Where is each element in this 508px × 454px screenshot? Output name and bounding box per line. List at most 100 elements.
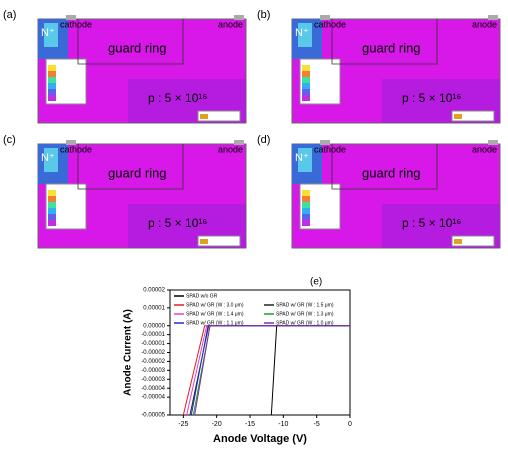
sim-cyan <box>44 148 58 172</box>
x-tick-label: -25 <box>178 421 188 428</box>
anode-pad <box>488 140 498 145</box>
panel-label: (a) <box>3 9 16 21</box>
n-plus: N⁺ <box>41 152 55 164</box>
anode-label: anode <box>472 144 497 154</box>
y-axis-label: Anode Current (A) <box>123 309 134 396</box>
legend-swatch <box>302 77 310 83</box>
n-plus: N⁺ <box>41 27 55 39</box>
cathode-label: cathode <box>60 144 92 154</box>
legend-swatch <box>48 190 56 196</box>
anode-pad <box>234 140 244 145</box>
legend-swatch <box>302 214 310 220</box>
y-tick-label: -0.00001 <box>141 341 165 347</box>
legend-swatch <box>302 83 310 89</box>
material-box <box>197 235 241 247</box>
y-tick-label: 0.00002 <box>143 288 165 294</box>
legend-swatch <box>302 95 310 101</box>
sim-cyan <box>298 23 312 47</box>
cathode-pad <box>66 140 76 145</box>
legend-label: SPAD w/ GR (W : 1.4 μm) <box>186 311 244 317</box>
guard-ring <box>331 19 438 65</box>
material-swatch <box>454 239 462 244</box>
guard-label: guard ring <box>108 165 167 180</box>
x-tick-label: 0 <box>348 421 352 428</box>
legend-swatch <box>48 77 56 83</box>
cathode-pad <box>320 15 330 20</box>
legend-label: SPAD w/ GR (W : 1.3 μm) <box>276 311 334 317</box>
x-tick-label: -20 <box>212 421 222 428</box>
y-tick-label: 0.00000 <box>143 323 165 329</box>
legend-label: SPAD w/ GR (W : 1.5 μm) <box>276 302 334 308</box>
legend-swatch <box>302 190 310 196</box>
legend-swatch <box>48 71 56 77</box>
legend-label: SPAD w/ GR (W : 1.1 μm) <box>186 320 244 326</box>
legend-swatch <box>302 202 310 208</box>
x-tick-label: -15 <box>245 421 255 428</box>
legend-swatch <box>302 89 310 95</box>
material-box <box>197 110 241 122</box>
y-tick-label: -0.00003 <box>141 368 165 374</box>
legend-swatch <box>302 71 310 77</box>
cathode-pad <box>66 15 76 20</box>
cathode-pad <box>320 140 330 145</box>
panel-label: (c) <box>3 134 16 146</box>
y-tick-label: -0.00003 <box>141 377 165 383</box>
n-plus: N⁺ <box>295 152 309 164</box>
series-line <box>194 325 350 416</box>
doping-label: p : 5 × 10¹⁶ <box>148 216 207 230</box>
doping-label: p : 5 × 10¹⁶ <box>148 91 207 105</box>
x-axis-label: Anode Voltage (V) <box>213 433 307 445</box>
legend-swatch <box>48 220 56 226</box>
doping-label: p : 5 × 10¹⁶ <box>402 91 461 105</box>
x-tick-label: -5 <box>314 421 320 428</box>
anode-pad <box>234 15 244 20</box>
legend-swatch <box>48 202 56 208</box>
y-tick-label: -0.00005 <box>141 413 165 419</box>
series-line <box>270 325 350 416</box>
legend-label: SPAD w/o GR <box>186 293 218 299</box>
guard-label: guard ring <box>362 165 421 180</box>
legend-swatch <box>302 208 310 214</box>
n-plus: N⁺ <box>295 27 309 39</box>
sim-cyan <box>298 148 312 172</box>
guard-ring <box>77 19 184 65</box>
y-tick-label: -0.00004 <box>141 386 165 392</box>
y-tick-label: -0.00001 <box>141 332 165 338</box>
x-tick-label: -10 <box>278 421 288 428</box>
legend-swatch <box>302 220 310 226</box>
material-swatch <box>454 114 462 119</box>
panel-label: (d) <box>257 134 270 146</box>
cathode-label: cathode <box>60 19 92 29</box>
series-line <box>190 325 350 416</box>
anode-label: anode <box>218 144 243 154</box>
legend-swatch <box>48 83 56 89</box>
doping-label: p : 5 × 10¹⁶ <box>402 216 461 230</box>
material-swatch <box>200 239 208 244</box>
legend-swatch <box>302 65 310 71</box>
cathode-label: cathode <box>314 19 346 29</box>
y-tick-label: -0.00004 <box>141 395 165 401</box>
series-line <box>182 325 350 416</box>
anode-label: anode <box>218 19 243 29</box>
series-line <box>189 325 350 416</box>
legend-swatch <box>302 196 310 202</box>
panel-label: (b) <box>257 9 270 21</box>
legend-label: SPAD w/ GR (W : 1.0 μm) <box>276 320 334 326</box>
anode-label: anode <box>472 19 497 29</box>
y-tick-label: -0.00002 <box>141 359 165 365</box>
guard-ring <box>77 144 184 190</box>
legend-swatch <box>48 196 56 202</box>
material-swatch <box>200 114 208 119</box>
guard-label: guard ring <box>362 40 421 55</box>
legend-swatch <box>48 214 56 220</box>
guard-ring <box>331 144 438 190</box>
guard-label: guard ring <box>108 40 167 55</box>
legend-swatch <box>48 65 56 71</box>
material-box <box>451 110 495 122</box>
legend-swatch <box>48 89 56 95</box>
anode-pad <box>488 15 498 20</box>
material-box <box>451 235 495 247</box>
cathode-label: cathode <box>314 144 346 154</box>
